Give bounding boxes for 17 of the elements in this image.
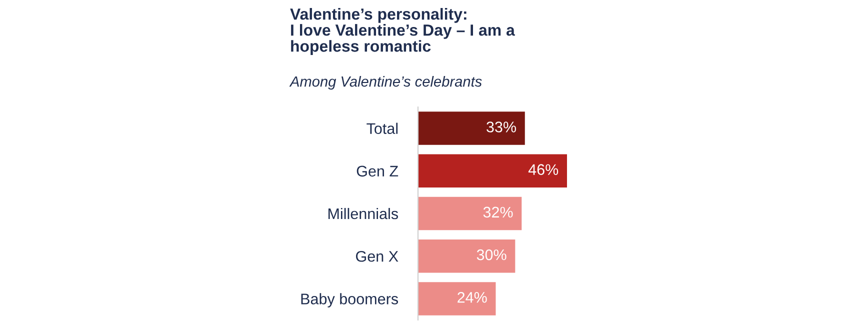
data-label: 33% [486,122,516,132]
bar [418,154,567,188]
y-tick-label: Millennials [328,208,398,220]
y-tick-label: Gen Z [356,166,398,177]
bar [418,112,525,145]
chart-title: Valentine’s personality: I love Valentine’s Day – I am a hopeless romantic [290,8,516,55]
bar [418,282,496,316]
data-label: 46% [528,164,558,175]
y-tick-label: Gen X [356,250,398,262]
bar [418,196,522,230]
data-label: 30% [476,249,506,260]
data-label: 24% [458,292,487,303]
y-tick-label: Total [366,122,398,134]
data-label: 32% [483,206,513,218]
chart-subtitle: Among Valentine’s celebrants [289,76,482,90]
bar [418,239,516,273]
y-tick-label: Baby boomers [301,293,398,308]
